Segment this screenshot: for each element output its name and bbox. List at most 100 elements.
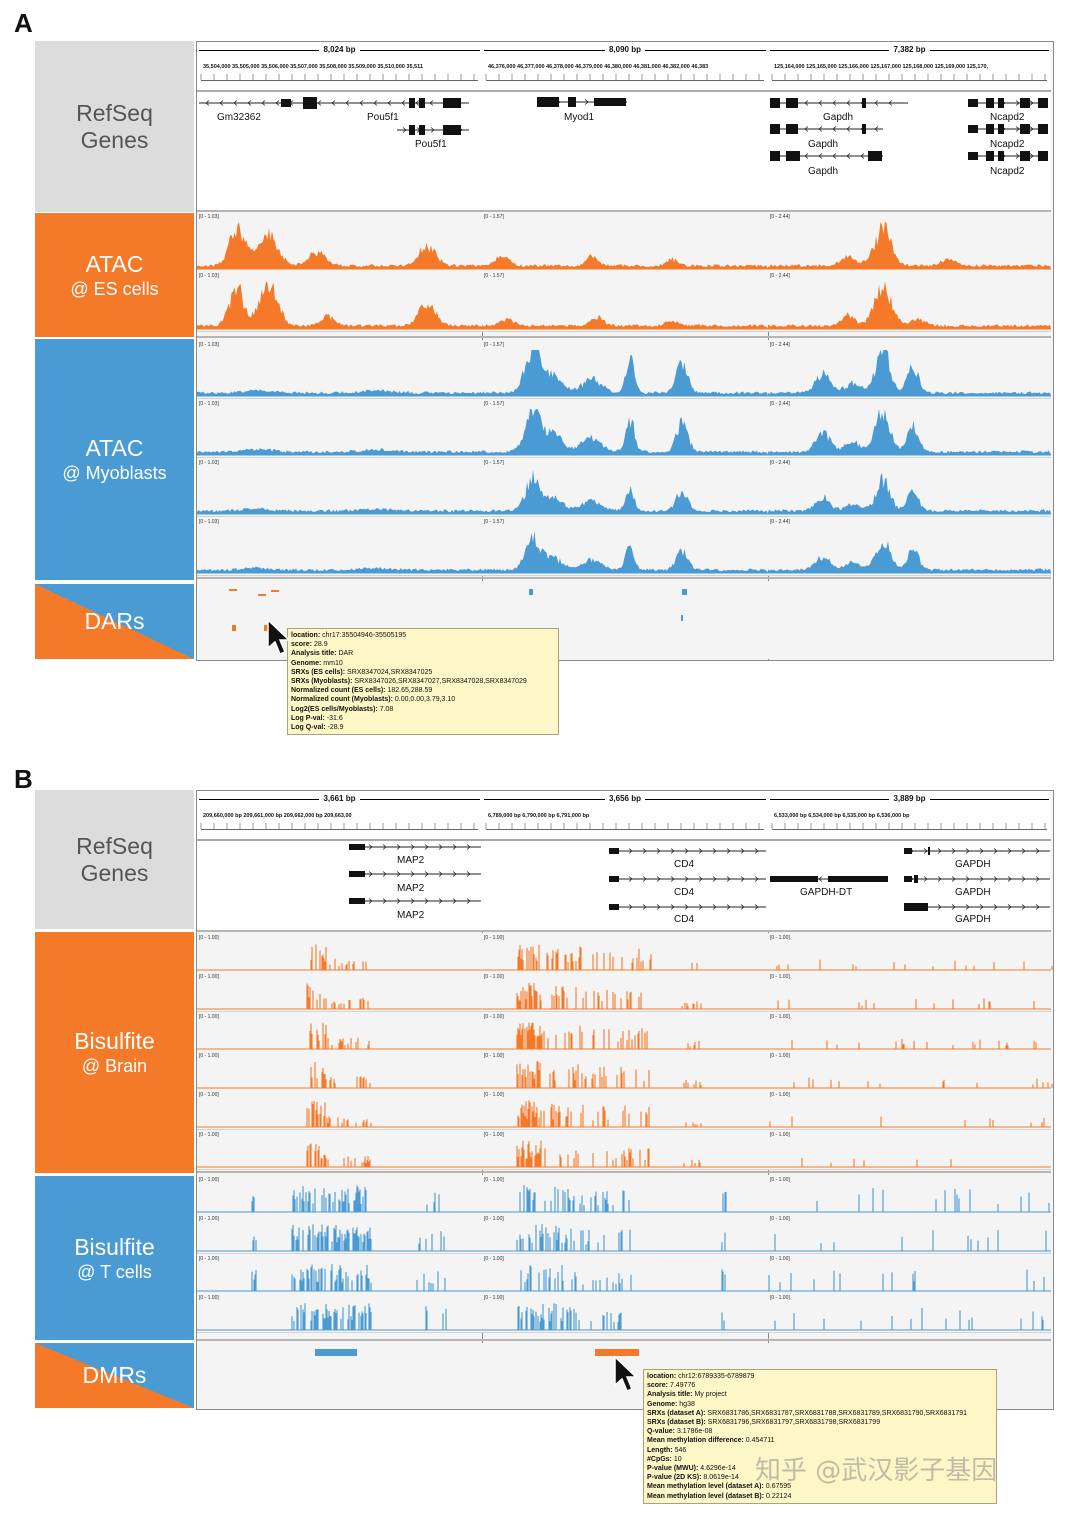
signal-track[interactable]: [0 - 1.03] [197, 517, 482, 576]
gene-track[interactable] [768, 841, 1051, 930]
signal-track[interactable]: [0 - 1.00] [482, 933, 768, 973]
gene-model[interactable] [397, 125, 469, 135]
signal-track[interactable]: [0 - 1.00] [768, 1129, 1051, 1170]
signal-track[interactable]: [0 - 1.00] [197, 1253, 482, 1294]
gene-model[interactable] [770, 124, 883, 134]
signal-track[interactable]: [0 - 1.00] [768, 1253, 1051, 1294]
dar-region[interactable] [271, 590, 279, 592]
gene-model[interactable] [349, 844, 481, 850]
signal-track[interactable]: [0 - 1.00] [197, 1090, 482, 1131]
signal-track[interactable]: [0 - 1.57] [482, 399, 768, 458]
gene-model[interactable] [349, 898, 481, 904]
gene-track[interactable] [482, 92, 768, 211]
ruler[interactable]: 7,382 bp 125,164,000 125,165,000 125,166,… [768, 42, 1051, 92]
signal-track[interactable]: [0 - 1.00] [768, 1175, 1051, 1215]
gene-track[interactable] [482, 841, 768, 930]
gene-model[interactable] [770, 151, 883, 161]
signal-track[interactable]: [0 - 2.44] [768, 399, 1051, 458]
ruler[interactable]: 3,889 bp 6,533,000 bp 6,534,000 bp 6,535,… [768, 791, 1051, 841]
signal-track[interactable]: [0 - 1.57] [482, 517, 768, 576]
gene-model[interactable] [537, 97, 627, 107]
ruler[interactable]: 8,090 bp 46,376,000 46,377,000 46,378,000… [482, 42, 768, 92]
dar-track[interactable] [768, 581, 1051, 659]
locus-column[interactable]: 3,661 bp 209,660,000 bp 209,661,000 bp 20… [197, 791, 483, 1409]
signal-track[interactable]: [0 - 1.57] [482, 458, 768, 517]
signal-track[interactable]: [0 - 1.00] [768, 1214, 1051, 1255]
gene-model[interactable] [770, 876, 888, 882]
signal-track[interactable]: [0 - 1.03] [197, 212, 482, 272]
gene-model[interactable] [770, 98, 908, 108]
signal-track[interactable]: [0 - 1.00] [482, 972, 768, 1013]
gene-model[interactable] [968, 151, 1048, 161]
gene-model[interactable] [968, 98, 1048, 108]
genome-browser-b[interactable]: 3,661 bp 209,660,000 bp 209,661,000 bp 20… [196, 790, 1054, 1410]
signal-track[interactable]: [0 - 2.44] [768, 458, 1051, 517]
signal-track[interactable]: [0 - 1.00] [197, 1050, 482, 1091]
gene-model[interactable] [609, 876, 766, 882]
signal-track[interactable]: [0 - 1.03] [197, 458, 482, 517]
locus-column[interactable]: 3,889 bp 6,533,000 bp 6,534,000 bp 6,535,… [768, 791, 1053, 1409]
ruler[interactable]: 3,656 bp 6,789,000 bp 6,790,000 bp 6,791,… [482, 791, 768, 841]
signal-track[interactable]: [0 - 2.44] [768, 517, 1051, 576]
signal-track[interactable]: [0 - 1.00] [197, 1011, 482, 1052]
ruler[interactable]: 8,024 bp 35,504,000 35,505,000 35,506,000… [197, 42, 482, 92]
gene-model[interactable] [904, 903, 1050, 911]
signal-track[interactable]: [0 - 1.00] [482, 1090, 768, 1131]
signal-track[interactable]: [0 - 1.57] [482, 340, 768, 399]
signal-track[interactable]: [0 - 1.00] [482, 1175, 768, 1215]
signal-track[interactable]: [0 - 1.00] [768, 972, 1051, 1013]
genome-browser-a[interactable]: 8,024 bp 35,504,000 35,505,000 35,506,000… [196, 41, 1054, 661]
gene-track[interactable] [197, 841, 482, 930]
gene-model[interactable] [904, 847, 1050, 855]
signal-track[interactable]: [0 - 1.00] [197, 1214, 482, 1255]
dmr-track[interactable] [197, 1343, 482, 1409]
gene-model[interactable] [968, 124, 1048, 134]
dar-region[interactable] [681, 615, 683, 621]
ruler[interactable]: 3,661 bp 209,660,000 bp 209,661,000 bp 20… [197, 791, 482, 841]
signal-track[interactable]: [0 - 1.00] [768, 933, 1053, 973]
signal-track[interactable]: [0 - 2.44] [768, 271, 1051, 332]
dar-region[interactable] [229, 589, 237, 591]
signal-track[interactable]: [0 - 1.00] [768, 1090, 1051, 1131]
signal-track[interactable]: [0 - 1.00] [482, 1214, 768, 1255]
signal-track[interactable]: [0 - 1.00] [482, 1292, 768, 1333]
dar-region[interactable] [258, 594, 266, 596]
signal-track[interactable]: [0 - 1.57] [482, 271, 768, 332]
tooltip-value: mm10 [321, 659, 343, 667]
signal-track[interactable]: [0 - 2.44] [768, 340, 1051, 399]
gene-track[interactable] [197, 92, 482, 211]
dmr-region[interactable] [595, 1349, 639, 1356]
gene-model[interactable] [609, 904, 766, 910]
dar-region[interactable] [232, 625, 236, 631]
gene-model[interactable] [904, 875, 1050, 883]
gene-model[interactable] [609, 848, 766, 854]
signal-track[interactable]: [0 - 1.00] [768, 1011, 1051, 1052]
locus-column[interactable]: 3,656 bp 6,789,000 bp 6,790,000 bp 6,791,… [482, 791, 769, 1409]
dar-region[interactable] [529, 589, 533, 595]
signal-track[interactable]: [0 - 1.00] [482, 1011, 768, 1052]
locus-column[interactable]: 7,382 bp 125,164,000 125,165,000 125,166,… [768, 42, 1051, 660]
signal-track[interactable]: [0 - 1.00] [482, 1253, 768, 1294]
signal-track[interactable]: [0 - 1.00] [482, 1129, 768, 1170]
locus-column[interactable]: 8,090 bp 46,376,000 46,377,000 46,378,000… [482, 42, 769, 660]
signal-track[interactable]: [0 - 1.03] [197, 340, 482, 399]
gene-model[interactable] [349, 871, 481, 877]
signal-track[interactable]: [0 - 1.00] [197, 1129, 482, 1170]
locus-column[interactable]: 8,024 bp 35,504,000 35,505,000 35,506,000… [197, 42, 483, 660]
signal-track[interactable]: [0 - 2.44] [768, 212, 1051, 272]
signal-track[interactable]: [0 - 1.00] [768, 1292, 1051, 1333]
signal-track[interactable]: [0 - 1.03] [197, 399, 482, 458]
signal-track[interactable]: [0 - 1.03] [197, 271, 482, 332]
signal-track[interactable]: [0 - 1.00] [197, 933, 482, 973]
gene-model[interactable] [199, 97, 469, 109]
signal-track[interactable]: [0 - 1.57] [482, 212, 768, 272]
signal-track[interactable]: [0 - 1.00] [197, 1292, 482, 1333]
gene-track[interactable] [768, 92, 1051, 211]
refseq-genes-label-a: RefSeq Genes [35, 41, 194, 212]
dar-region[interactable] [682, 589, 687, 595]
dmr-region[interactable] [315, 1349, 357, 1356]
signal-track[interactable]: [0 - 1.00] [197, 972, 482, 1013]
signal-track[interactable]: [0 - 1.00] [197, 1175, 482, 1215]
signal-track[interactable]: [0 - 1.00] [768, 1050, 1053, 1091]
signal-track[interactable]: [0 - 1.00] [482, 1050, 768, 1091]
